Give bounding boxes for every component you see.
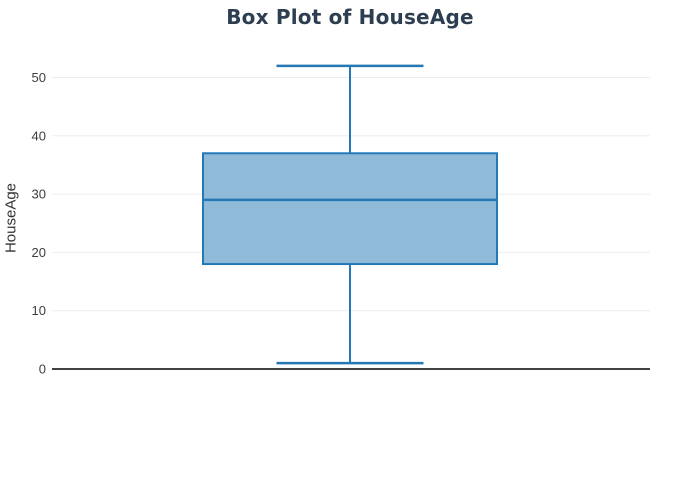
y-tick-label: 40 [32, 128, 46, 143]
y-tick-label: 30 [32, 187, 46, 202]
y-tick-label: 0 [39, 362, 46, 377]
chart-title: Box Plot of HouseAge [226, 5, 474, 29]
y-tick-label: 50 [32, 70, 46, 85]
iqr-box [202, 152, 498, 266]
y-tick-label: 10 [32, 303, 46, 318]
y-tick-label: 20 [32, 245, 46, 260]
